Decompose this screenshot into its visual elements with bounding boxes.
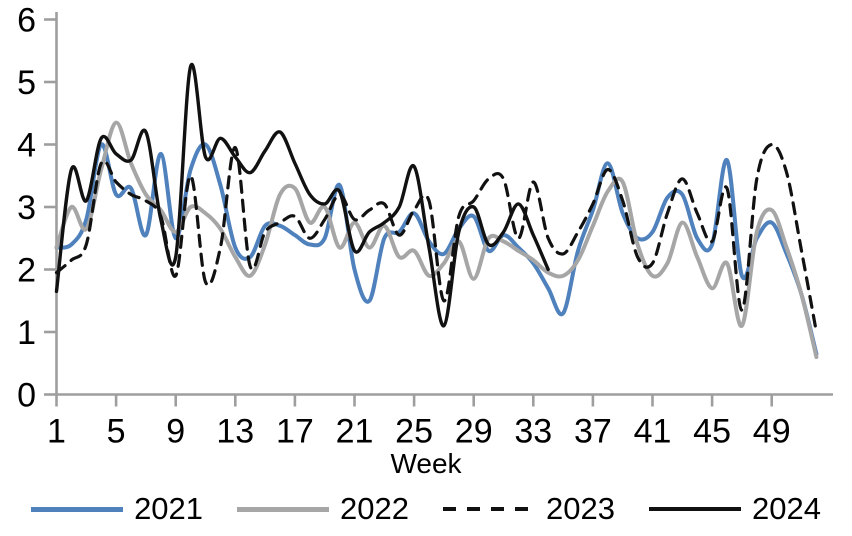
y-tick-label: 4 <box>17 127 36 165</box>
y-tick-label: 5 <box>17 64 36 102</box>
legend-label-2021: 2021 <box>134 491 204 526</box>
y-tick-label: 3 <box>17 189 36 227</box>
x-tick-label: 45 <box>693 413 731 451</box>
x-tick-label: 37 <box>574 413 612 451</box>
x-tick-label: 5 <box>107 413 126 451</box>
legend-swatch-2021-line <box>31 506 124 512</box>
x-tick-label: 1 <box>47 413 66 451</box>
legend-swatch-2024-line <box>648 507 741 511</box>
legend-label-2023: 2023 <box>546 491 615 526</box>
y-tick-label: 6 <box>17 2 36 40</box>
x-tick-label: 29 <box>455 413 493 451</box>
x-tick-label: 33 <box>514 413 552 451</box>
series-line-2021 <box>54 142 819 356</box>
legend-label-2024: 2024 <box>751 491 821 526</box>
legend: 2021 2022 2023 2024 <box>0 492 852 526</box>
legend-item-2022: 2022 <box>237 492 409 526</box>
x-tick-label: 25 <box>395 413 433 451</box>
legend-swatch-2022-line <box>237 506 330 512</box>
x-tick-label: 41 <box>634 413 672 451</box>
x-tick-label: 9 <box>166 413 185 451</box>
x-tick-label: 17 <box>276 413 314 451</box>
series-line-2023 <box>54 142 818 334</box>
y-tick-label: 1 <box>17 314 36 352</box>
legend-item-2023: 2023 <box>443 492 615 526</box>
x-tick-label: 13 <box>216 413 254 451</box>
x-tick-label: 49 <box>753 413 791 451</box>
series-line-2022 <box>54 120 819 359</box>
legend-label-2022: 2022 <box>340 491 409 526</box>
legend-item-2024: 2024 <box>648 491 821 526</box>
series-line-2024 <box>54 62 550 328</box>
legend-item-2021: 2021 <box>31 492 203 526</box>
x-tick-label: 21 <box>336 413 374 451</box>
legend-swatch-2023-dashed-line <box>443 507 535 511</box>
y-tick-label: 0 <box>17 377 36 415</box>
x-axis-title: Week <box>390 448 462 479</box>
y-tick-label: 2 <box>17 252 36 290</box>
